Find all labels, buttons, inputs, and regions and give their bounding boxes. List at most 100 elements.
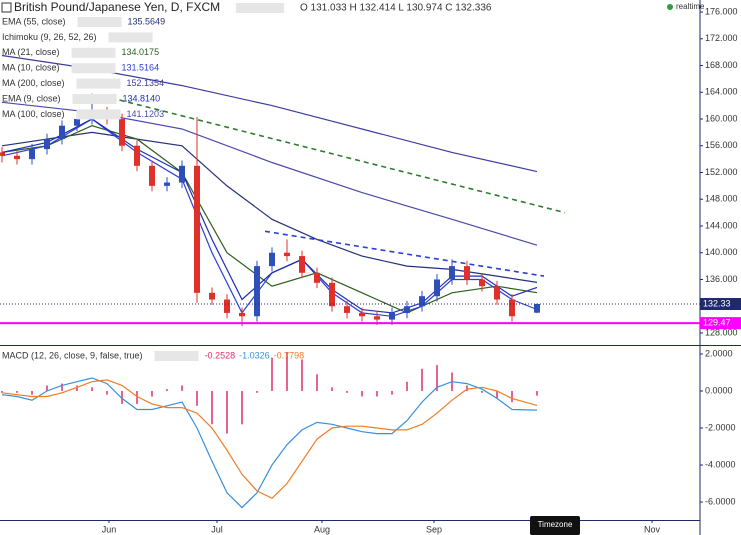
status-dot — [667, 4, 673, 10]
legend-value: 135.5649 — [128, 16, 166, 26]
candle-body — [239, 312, 245, 317]
symbol-icon — [1, 2, 12, 13]
candle-body — [374, 316, 380, 320]
candle-body — [179, 165, 185, 183]
candle-body — [509, 299, 515, 317]
trendline — [101, 94, 566, 214]
candle-body — [449, 266, 455, 280]
legend-label: EMA (55, close) — [2, 16, 66, 26]
candle-body — [359, 312, 365, 317]
legend-value: -0.7798 — [274, 350, 305, 360]
candle-body — [254, 266, 260, 317]
legend-icons — [72, 94, 117, 104]
x-tick-label: Nov — [644, 524, 661, 534]
candle-body — [119, 119, 125, 146]
candle-body — [74, 119, 80, 126]
y-tick-label: 144.000 — [705, 220, 738, 230]
moving-average-line — [1, 125, 538, 314]
legend-icons — [77, 17, 122, 27]
candle-body — [314, 272, 320, 283]
legend-label: MA (200, close) — [2, 78, 65, 88]
macd-title: MACD (12, 26, close, 9, false, true) — [2, 350, 143, 360]
legend-value: -0.2528 — [205, 350, 236, 360]
candle-body — [44, 139, 50, 150]
legend-value: -1.0326 — [239, 350, 270, 360]
y-tick-label: -2.0000 — [705, 422, 736, 432]
candle-body — [479, 279, 485, 287]
legend-label: MA (21, close) — [2, 47, 60, 57]
candle-body — [419, 296, 425, 307]
x-tick-label: Jul — [211, 524, 223, 534]
candle-body — [284, 252, 290, 257]
candle-body — [149, 165, 155, 186]
candle-body — [14, 155, 20, 160]
chart-title: British Pound/Japanese Yen, D, FXCM — [14, 0, 220, 14]
candle-body — [404, 306, 410, 313]
candle-body — [164, 182, 170, 186]
candle-body — [389, 312, 395, 320]
y-tick-label: 152.000 — [705, 167, 738, 177]
macd-line — [1, 377, 538, 509]
candle-body — [494, 286, 500, 300]
header-icons — [236, 3, 284, 13]
legend-label: MA (100, close) — [2, 109, 65, 119]
candle-body — [269, 252, 275, 267]
y-tick-label: 128.000 — [705, 327, 738, 337]
y-tick-label: 164.000 — [705, 87, 738, 97]
x-tick-label: Jun — [102, 524, 117, 534]
legend-label: Ichimoku (9, 26, 52, 26) — [2, 32, 97, 42]
y-tick-label: -4.0000 — [705, 459, 736, 469]
timezone-label: Timezone — [538, 520, 573, 529]
candle-body — [194, 165, 200, 293]
candle-body — [434, 279, 440, 297]
y-tick-label: 140.000 — [705, 247, 738, 257]
y-tick-label: 176.000 — [705, 6, 738, 16]
candle-body — [134, 145, 140, 166]
legend-value: 152.1354 — [127, 78, 165, 88]
ohlc-label: O 131.033 H 132.414 L 130.974 C 132.336 — [300, 3, 492, 14]
price-tag-label: 129.47 — [703, 318, 731, 328]
timezone-button[interactable] — [530, 516, 580, 535]
y-tick-label: 0.0000 — [705, 385, 733, 395]
legend-value: 141.1203 — [127, 109, 165, 119]
legend-label: EMA (9, close) — [2, 93, 61, 103]
legend-icons — [108, 32, 153, 43]
y-tick-label: 168.000 — [705, 60, 738, 70]
legend-value: 131.5164 — [122, 63, 160, 73]
x-tick-label: Sep — [426, 524, 442, 534]
candle-body — [209, 292, 215, 300]
legend-icons — [76, 109, 121, 120]
candle-body — [464, 266, 470, 280]
y-tick-label: 2.0000 — [705, 348, 733, 358]
legend-value: 134.0175 — [122, 47, 160, 57]
macd-line — [1, 379, 538, 500]
legend-value: 134.8140 — [123, 93, 161, 103]
y-tick-label: 148.000 — [705, 194, 738, 204]
legend-label: MA (10, close) — [2, 63, 60, 73]
trendline — [264, 230, 545, 277]
x-tick-label: Aug — [314, 524, 330, 534]
candle-body — [224, 299, 230, 313]
candle-body — [0, 152, 5, 156]
y-tick-label: -6.0000 — [705, 496, 736, 506]
candle-body — [299, 256, 305, 273]
price-tag-label: 132.33 — [703, 298, 731, 308]
y-tick-label: 156.000 — [705, 140, 738, 150]
candle-body — [59, 125, 65, 140]
y-tick-label: 160.000 — [705, 113, 738, 123]
candle-body — [344, 306, 350, 313]
price-tag — [700, 317, 741, 330]
y-tick-label: 136.000 — [705, 274, 738, 284]
candle-body — [534, 303, 540, 313]
y-tick-label: 172.000 — [705, 33, 738, 43]
price-tag — [700, 298, 741, 311]
legend-icons — [71, 47, 116, 58]
legend-icons — [71, 63, 116, 74]
legend-icons — [154, 351, 199, 361]
legend-icons — [76, 78, 121, 89]
candle-body — [329, 282, 335, 307]
status-label: realtime — [676, 2, 705, 11]
candle-body — [29, 149, 35, 160]
